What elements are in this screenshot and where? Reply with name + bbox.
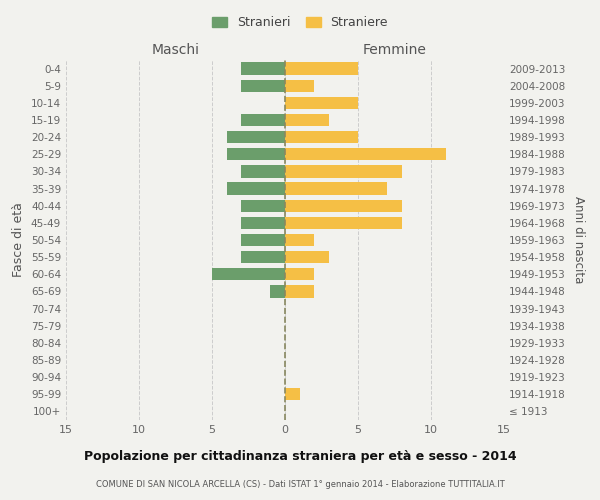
Text: Maschi: Maschi [151, 42, 199, 56]
Bar [285, 251, 329, 264]
Bar [285, 114, 329, 126]
Bar [241, 62, 285, 74]
Bar [241, 166, 285, 177]
Bar [285, 216, 402, 229]
Bar [285, 62, 358, 74]
Text: COMUNE DI SAN NICOLA ARCELLA (CS) - Dati ISTAT 1° gennaio 2014 - Elaborazione TU: COMUNE DI SAN NICOLA ARCELLA (CS) - Dati… [95, 480, 505, 489]
Bar [241, 80, 285, 92]
Text: Popolazione per cittadinanza straniera per età e sesso - 2014: Popolazione per cittadinanza straniera p… [83, 450, 517, 463]
Bar [285, 80, 314, 92]
Bar [241, 251, 285, 264]
Bar [285, 148, 446, 160]
Bar [285, 286, 314, 298]
Bar [212, 268, 285, 280]
Y-axis label: Anni di nascita: Anni di nascita [572, 196, 585, 284]
Bar [285, 268, 314, 280]
Bar [227, 182, 285, 194]
Text: Femmine: Femmine [362, 42, 427, 56]
Bar [227, 148, 285, 160]
Bar [285, 131, 358, 143]
Bar [285, 234, 314, 246]
Bar [241, 216, 285, 229]
Bar [285, 166, 402, 177]
Bar [241, 200, 285, 212]
Legend: Stranieri, Straniere: Stranieri, Straniere [207, 11, 393, 34]
Bar [285, 96, 358, 109]
Bar [271, 286, 285, 298]
Bar [227, 131, 285, 143]
Y-axis label: Fasce di età: Fasce di età [13, 202, 25, 278]
Bar [285, 200, 402, 212]
Bar [285, 388, 299, 400]
Bar [285, 182, 387, 194]
Bar [241, 234, 285, 246]
Bar [241, 114, 285, 126]
